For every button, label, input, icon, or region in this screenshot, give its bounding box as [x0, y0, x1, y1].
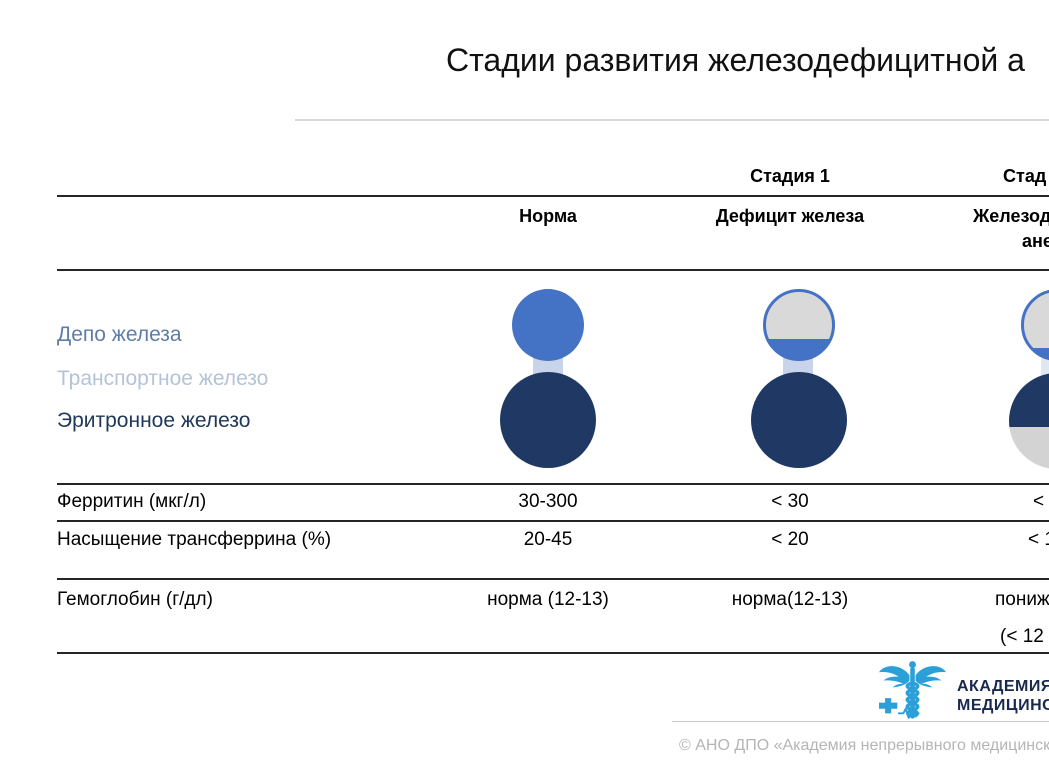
iron-depot-circle-full — [512, 289, 584, 361]
row-label-transferrin-saturation: Насыщение трансферрина (%) — [57, 529, 332, 550]
logo-text-line1: АКАДЕМИЯ Н — [957, 678, 1049, 695]
caduceus-logo-icon — [872, 660, 950, 729]
footer-divider-line — [672, 721, 1049, 722]
table-rule-header-bottom — [57, 269, 1049, 271]
erythron-iron-circle-full — [751, 372, 847, 468]
transport-iron-connector — [1041, 350, 1049, 376]
erythron-iron-circle-reduced — [1009, 373, 1049, 469]
hemoglobin-norma-value: норма (12-13) — [487, 589, 609, 610]
table-rule-hemoglobin-top — [57, 578, 1049, 580]
transferrin-stage1-value: < 20 — [771, 529, 809, 550]
column-header-iron-deficiency: Дефицит железа — [715, 206, 865, 226]
hemoglobin-stage2-value-line1: пониж — [995, 589, 1049, 610]
ferritin-stage2-value: < — [1033, 491, 1045, 512]
table-rule-bottom — [57, 652, 1049, 654]
transferrin-stage2-value: < 1 — [1028, 529, 1049, 550]
erythron-iron-circle-full — [500, 372, 596, 468]
transferrin-norma-value: 20-45 — [523, 529, 573, 550]
table-rule-header-top — [57, 195, 1049, 197]
logo-text-line2: МЕДИЦИНСКОГ — [957, 697, 1049, 714]
column-header-norma: Норма — [519, 206, 577, 226]
label-iron-depot: Депо железа — [57, 323, 182, 346]
iron-depot-circle-empty — [1021, 289, 1049, 361]
row-label-hemoglobin: Гемоглобин (г/дл) — [57, 589, 213, 610]
title-divider-line — [295, 119, 1049, 121]
copyright-text: © АНО ДПО «Академия непрерывного медицин… — [679, 737, 1049, 754]
column-header-ida-line1: Железоде — [973, 206, 1049, 226]
ferritin-stage1-value: < 30 — [771, 491, 809, 512]
slide-title: Стадии развития железодефицитной а — [446, 42, 1025, 78]
hemoglobin-stage2-value-line2: (< 12 — [1000, 626, 1044, 647]
hemoglobin-stage1-value: норма(12-13) — [731, 589, 849, 610]
column-header-stage1: Стадия 1 — [750, 166, 830, 186]
table-rule-ferritin-top — [57, 483, 1049, 485]
table-rule-transferrin-top — [57, 520, 1049, 522]
ferritin-norma-value: 30-300 — [518, 491, 578, 512]
iron-depot-circle-depleted — [763, 289, 835, 361]
column-header-stage2: Стад — [1003, 166, 1047, 186]
row-label-ferritin: Ферритин (мкг/л) — [57, 491, 207, 512]
label-erythron-iron: Эритронное железо — [57, 409, 251, 432]
label-transport-iron: Транспортное железо — [57, 367, 269, 390]
column-header-ida-line2: ане — [1022, 231, 1049, 251]
